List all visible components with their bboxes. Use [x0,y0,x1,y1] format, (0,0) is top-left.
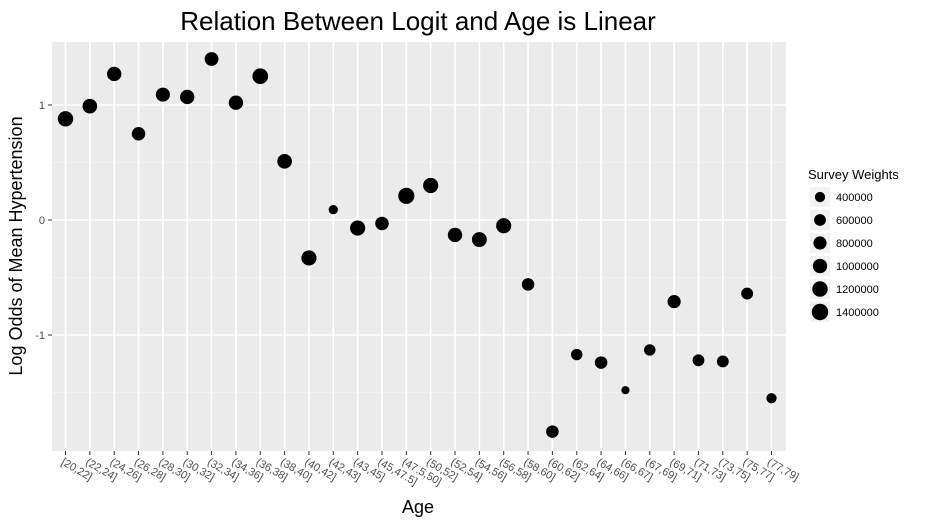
legend-label: 800000 [836,238,873,250]
data-point [107,66,122,82]
data-point [328,204,338,215]
data-point [398,187,415,204]
data-point [252,68,269,85]
data-point [546,425,559,438]
data-point [471,232,487,248]
legend-key-point [812,281,828,297]
data-point [594,356,608,369]
y-tick-label: 1 [39,100,45,112]
grid-lines [52,42,786,451]
legend-key-point [812,258,828,274]
data-point [375,216,389,231]
data-point [644,344,656,356]
x-axis-ticks: [20,22](22,24](24,26](26,28](28,30](30,3… [59,451,801,488]
data-point [180,89,195,105]
data-point [571,348,583,361]
data-point [301,250,317,266]
legend-label: 1200000 [836,284,879,296]
legend-title: Survey Weights [808,167,899,182]
y-axis-ticks: -1 0 1 [35,100,52,342]
data-point [766,393,777,404]
legend-label: 1400000 [836,307,879,319]
data-point [204,52,219,66]
data-point [155,87,170,102]
legend-key-point [814,214,826,226]
data-point [423,177,439,194]
data-point [667,295,681,309]
data-point [350,220,366,236]
y-axis-title: Log Odds of Mean Hypertension [6,116,26,375]
data-point [692,354,705,367]
plot-panel [52,42,786,451]
y-tick-label: -1 [35,330,45,342]
legend-key-point [813,236,827,250]
data-point [131,127,146,141]
data-point [521,278,535,291]
legend-label: 600000 [836,215,873,227]
legend-label: 1000000 [836,261,879,273]
data-point [228,95,244,110]
y-tick-label: 0 [39,215,45,227]
data-point [447,227,463,243]
data-point [277,154,292,169]
legend: Survey Weights 400000 600000 800000 1000000… [808,167,899,322]
data-point [716,355,729,368]
legend-key-point [814,191,826,203]
data-points [57,52,777,438]
data-point [82,98,98,114]
data-point [741,287,754,300]
x-axis-title: Age [402,497,434,517]
data-point [57,111,74,127]
legend-label: 400000 [836,192,873,204]
chart-title: Relation Between Logit and Age is Linear [180,6,656,36]
data-point [621,386,630,395]
legend-key-point [811,303,829,321]
data-point [496,218,512,234]
